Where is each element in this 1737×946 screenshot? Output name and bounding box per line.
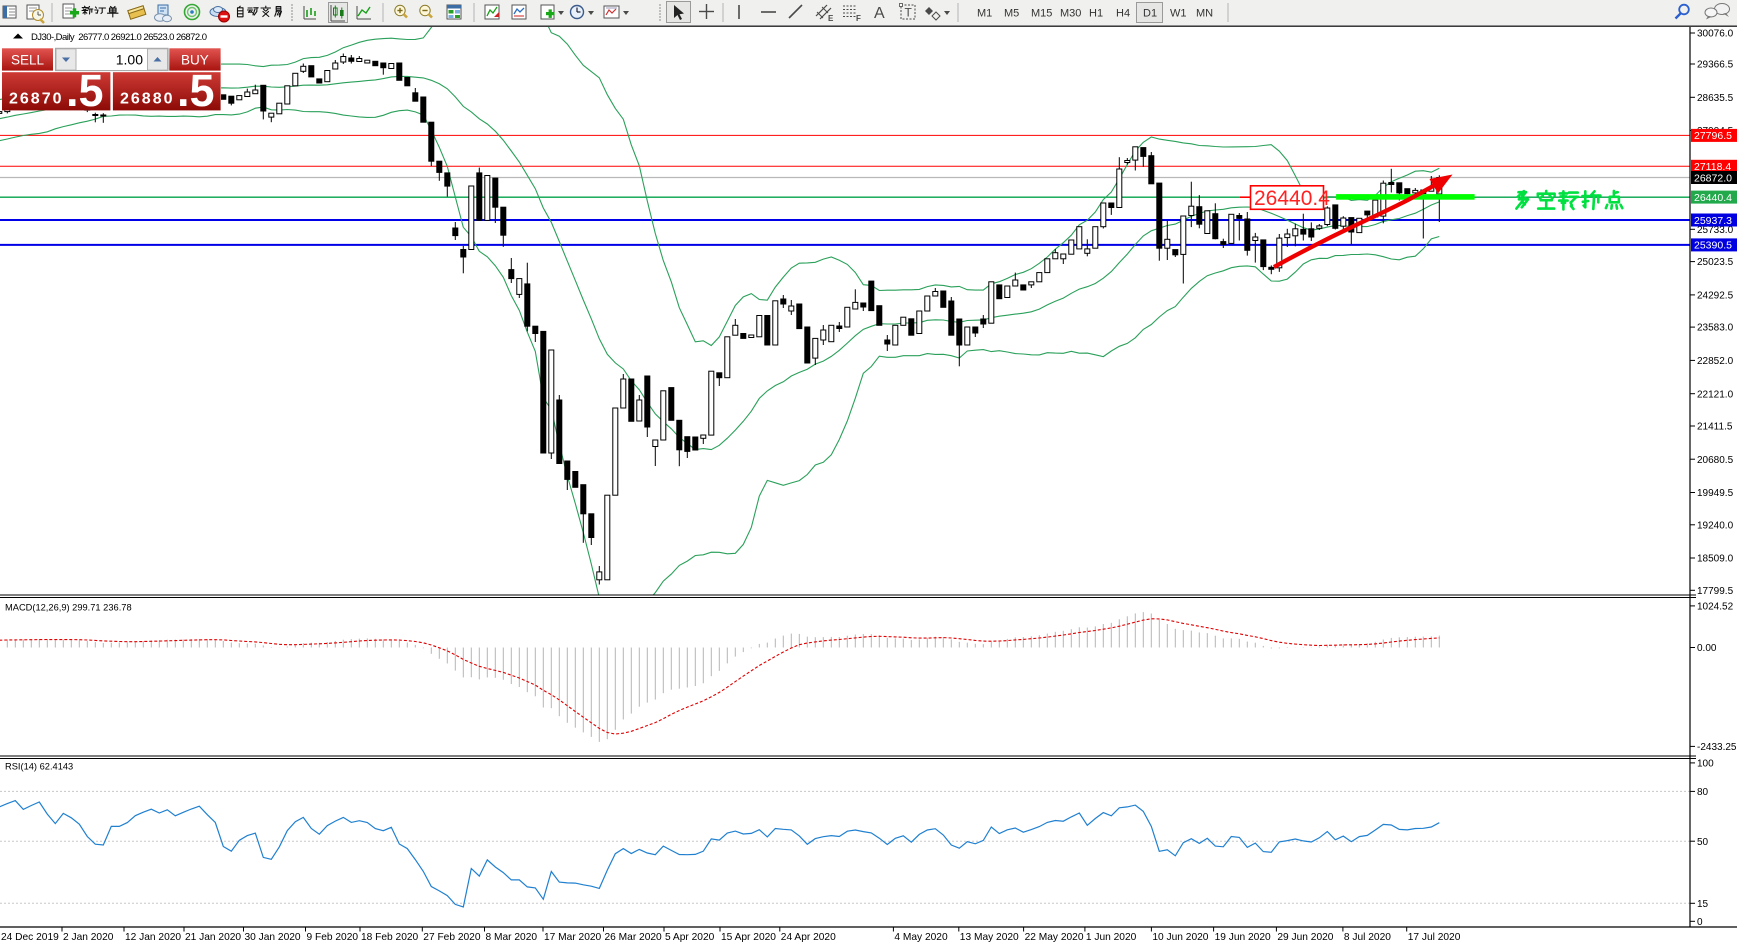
svg-text:15: 15 [1697,899,1709,910]
svg-text:17799.5: 17799.5 [1697,586,1734,597]
svg-text:10 Jun 2020: 10 Jun 2020 [1152,932,1208,943]
svg-text:12 Jan 2020: 12 Jan 2020 [125,932,181,943]
svg-text:SELL: SELL [11,53,45,68]
svg-text:22121.0: 22121.0 [1697,389,1734,400]
svg-text:8 Jul 2020: 8 Jul 2020 [1344,932,1391,943]
svg-text:A: A [874,5,885,22]
svg-text:1.00: 1.00 [116,52,143,68]
svg-text:BUY: BUY [181,53,209,68]
svg-text:18 Feb 2020: 18 Feb 2020 [361,932,419,943]
svg-text:19 Jun 2020: 19 Jun 2020 [1215,932,1271,943]
svg-text:.5: .5 [177,65,215,116]
svg-text:27796.5: 27796.5 [1694,130,1732,142]
svg-text:H1: H1 [1089,8,1103,20]
svg-text:26872.0: 26872.0 [1694,172,1732,184]
svg-text:MACD(12,26,9) 299.71 236.78: MACD(12,26,9) 299.71 236.78 [5,603,132,613]
svg-text:E: E [828,14,834,23]
svg-text:M1: M1 [977,8,992,20]
svg-text:T: T [905,6,913,20]
svg-text:17 Jul 2020: 17 Jul 2020 [1408,932,1461,943]
svg-text:26870: 26870 [9,91,64,108]
svg-text:2 Jan 2020: 2 Jan 2020 [63,932,114,943]
svg-text:27 Feb 2020: 27 Feb 2020 [423,932,481,943]
svg-text:24 Apr 2020: 24 Apr 2020 [781,932,836,943]
svg-text:26 Mar 2020: 26 Mar 2020 [605,932,663,943]
svg-text:21411.5: 21411.5 [1697,422,1733,433]
svg-text:17 Mar 2020: 17 Mar 2020 [544,932,602,943]
svg-text:26440.4: 26440.4 [1254,187,1330,210]
svg-text:D1: D1 [1143,8,1157,20]
svg-text:MN: MN [1196,8,1213,20]
svg-text:22852.0: 22852.0 [1697,356,1734,367]
svg-text:H4: H4 [1116,8,1130,20]
svg-text:-2433.25: -2433.25 [1697,742,1737,753]
svg-text:.5: .5 [66,65,104,116]
svg-text:80: 80 [1697,787,1709,798]
svg-text:13 May 2020: 13 May 2020 [960,932,1019,943]
svg-text:25733.0: 25733.0 [1697,225,1734,236]
svg-text:22 May 2020: 22 May 2020 [1025,932,1084,943]
svg-text:W1: W1 [1170,8,1187,20]
svg-text:4 May 2020: 4 May 2020 [894,932,948,943]
svg-text:M15: M15 [1031,8,1052,20]
svg-text:20680.5: 20680.5 [1697,455,1734,466]
svg-text:1024.52: 1024.52 [1697,602,1734,613]
svg-text:25023.5: 25023.5 [1697,257,1734,268]
svg-text:26880: 26880 [120,91,175,108]
svg-text:23583.0: 23583.0 [1697,323,1734,334]
svg-text:26440.4: 26440.4 [1694,192,1732,204]
svg-text:1 Jun 2020: 1 Jun 2020 [1086,932,1137,943]
svg-text:F: F [856,14,861,23]
svg-text:29 Jun 2020: 29 Jun 2020 [1277,932,1333,943]
svg-text:0.00: 0.00 [1697,643,1717,654]
svg-text:M5: M5 [1004,8,1019,20]
svg-text:24292.5: 24292.5 [1697,291,1734,302]
svg-text:9 Feb 2020: 9 Feb 2020 [307,932,359,943]
svg-text:19949.5: 19949.5 [1697,488,1734,499]
svg-text:RSI(14) 62.4143: RSI(14) 62.4143 [5,762,73,772]
svg-text:29366.5: 29366.5 [1697,60,1734,71]
svg-text:30 Jan 2020: 30 Jan 2020 [245,932,301,943]
svg-text:19240.0: 19240.0 [1697,520,1734,531]
svg-text:21 Jan 2020: 21 Jan 2020 [185,932,241,943]
svg-text:24 Dec 2019: 24 Dec 2019 [1,932,59,943]
svg-text:28635.5: 28635.5 [1697,93,1734,104]
svg-text:30076.0: 30076.0 [1697,29,1734,40]
svg-text:M30: M30 [1060,8,1081,20]
svg-text:DJ30-,Daily 26777.0 26921.0 2: DJ30-,Daily 26777.0 26921.0 26523.0 2687… [31,32,207,43]
svg-text:18509.0: 18509.0 [1697,554,1734,565]
svg-text:25937.3: 25937.3 [1694,215,1732,227]
svg-text:8 Mar 2020: 8 Mar 2020 [486,932,538,943]
svg-text:15 Apr 2020: 15 Apr 2020 [721,932,776,943]
svg-text:50: 50 [1697,837,1709,848]
svg-text:5 Apr 2020: 5 Apr 2020 [665,932,715,943]
svg-text:0: 0 [1697,917,1703,928]
svg-text:27118.4: 27118.4 [1694,161,1731,173]
svg-text:100: 100 [1697,759,1714,770]
svg-text:25390.5: 25390.5 [1694,240,1732,252]
